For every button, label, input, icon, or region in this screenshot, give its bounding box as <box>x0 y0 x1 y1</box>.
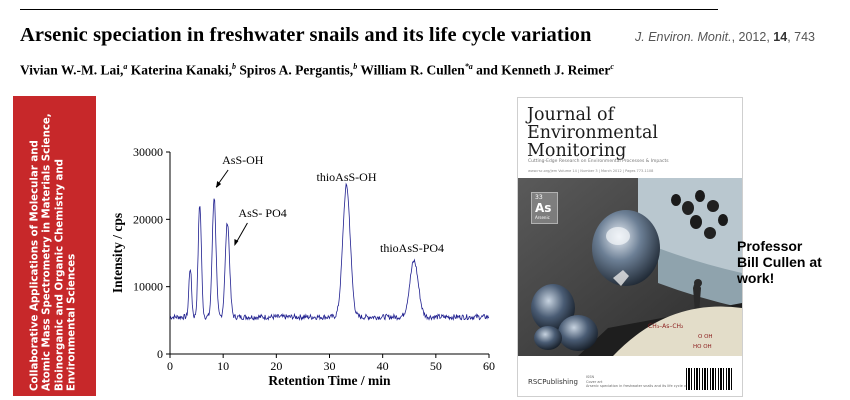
water-photo <box>658 248 742 308</box>
structure-formula: HO OH <box>693 344 712 350</box>
x-tick-label: 20 <box>270 359 282 373</box>
cover-title-line: Monitoring <box>527 141 627 161</box>
pebble <box>690 215 702 229</box>
y-axis-label: Intensity / cps <box>110 213 125 293</box>
footer-line: Cover art <box>586 379 603 384</box>
cover-title-line: Environmental <box>527 123 658 143</box>
peak-arrowhead <box>234 239 239 246</box>
pebble <box>704 227 716 239</box>
caption-line: work! <box>737 270 775 286</box>
peak-arrowhead <box>216 181 222 188</box>
cover-artwork: CH₃–As–CH₂ O OH HO OH <box>518 178 742 356</box>
element-name: Arsenic <box>535 215 550 220</box>
element-symbol: As <box>535 201 552 215</box>
header-rule <box>20 9 718 10</box>
peak-label: AsS-OH <box>222 153 264 167</box>
photo-caption: Professor Bill Cullen at work! <box>737 238 822 286</box>
author-list: Vivian W.-M. Lai,a Katerina Kanaki,b Spi… <box>20 62 614 79</box>
y-tick-label: 10000 <box>133 280 163 294</box>
chromatogram-chart: 0 10000 20000 30000 0 10 20 30 40 50 60 Retention T… <box>100 140 505 395</box>
x-tick-label: 10 <box>217 359 229 373</box>
cover-subtitle: Cutting-Edge Research on Environmental P… <box>528 159 669 164</box>
caption-line: Bill Cullen at <box>737 254 822 270</box>
author-affiliation: *a <box>464 62 473 71</box>
element-tile: 33 As Arsenic <box>531 192 558 224</box>
paper-title: Arsenic speciation in freshwater snails … <box>20 24 592 46</box>
author-affiliation: b <box>353 62 358 71</box>
pebble <box>671 194 681 206</box>
x-tick-label: 0 <box>167 359 173 373</box>
caption-line: Professor <box>737 238 803 254</box>
barcode <box>686 368 734 390</box>
x-tick-label: 30 <box>324 359 336 373</box>
person-silhouette <box>694 279 702 287</box>
structure-panel <box>613 306 742 356</box>
cover-footer-text: ISSN Cover art Arsenic speciation in fre… <box>586 375 699 389</box>
footer-line: ISSN <box>586 375 595 379</box>
white-shape <box>613 270 629 286</box>
x-axis-label: Retention Time / min <box>268 373 391 388</box>
shell-highlight <box>606 227 630 245</box>
citation-year: 2012 <box>738 30 767 44</box>
peak-label: thioAsS-PO4 <box>380 241 444 255</box>
structure-formula: CH₃–As–CH₂ <box>648 323 684 330</box>
pebble <box>682 201 694 215</box>
author-name: Spiros A. Pergantis, <box>239 62 354 78</box>
author-name: Katerina Kanaki, <box>130 62 233 78</box>
y-tick-label: 20000 <box>133 212 163 226</box>
snail-shell <box>534 326 562 350</box>
cover-issue-info: www.rsc.org/jem Volume 14 | Number 3 | M… <box>528 169 654 173</box>
x-tick-label: 50 <box>430 359 442 373</box>
x-tick-label: 60 <box>483 359 495 373</box>
signal-trace <box>169 182 490 322</box>
footer-line: Arsenic speciation in freshwater snails … <box>586 384 700 388</box>
y-tick-label: 30000 <box>133 145 163 159</box>
author-affiliation: c <box>610 62 614 71</box>
author-affiliation: a <box>123 62 128 71</box>
cover-footer: RSCPublishing ISSN Cover art Arsenic spe… <box>518 364 742 396</box>
chromatogram-svg: 0 10000 20000 30000 0 10 20 30 40 50 60 Retention T… <box>110 145 495 388</box>
citation-volume: 14 <box>773 30 788 44</box>
journal-cover: Journal of Environmental Monitoring Cutt… <box>517 97 743 397</box>
cover-title: Journal of Environmental Monitoring <box>527 106 658 160</box>
author-name: and Kenneth J. Reimer <box>476 62 611 78</box>
author-name: William R. Cullen <box>360 62 465 78</box>
pebble <box>718 214 728 226</box>
citation-page: 743 <box>794 30 816 44</box>
y-tick-label: 0 <box>157 347 163 361</box>
snail-shell <box>592 210 660 286</box>
peak-label: thioAsS-OH <box>317 170 377 184</box>
collaboration-banner-text: Collaborative Applications of Molecular … <box>29 113 78 391</box>
cover-title-line: Journal of <box>527 105 615 125</box>
person-silhouette <box>693 282 701 313</box>
peak-label: AsS- PO4 <box>238 206 286 220</box>
author-name: Vivian W.-M. Lai, <box>20 62 124 78</box>
pebble <box>707 200 719 212</box>
snail-shell <box>558 315 598 351</box>
citation: J. Environ. Monit., 2012, 14, 743 <box>635 30 816 44</box>
snail-shell <box>531 284 575 332</box>
publisher-logo: RSCPublishing <box>528 378 578 386</box>
element-number: 33 <box>535 194 543 201</box>
pebble <box>695 190 705 202</box>
collaboration-banner: Collaborative Applications of Molecular … <box>13 96 96 396</box>
author-affiliation: b <box>232 62 237 71</box>
citation-journal: J. Environ. Monit. <box>635 30 732 44</box>
structure-formula: O OH <box>698 334 713 340</box>
x-tick-label: 40 <box>377 359 389 373</box>
